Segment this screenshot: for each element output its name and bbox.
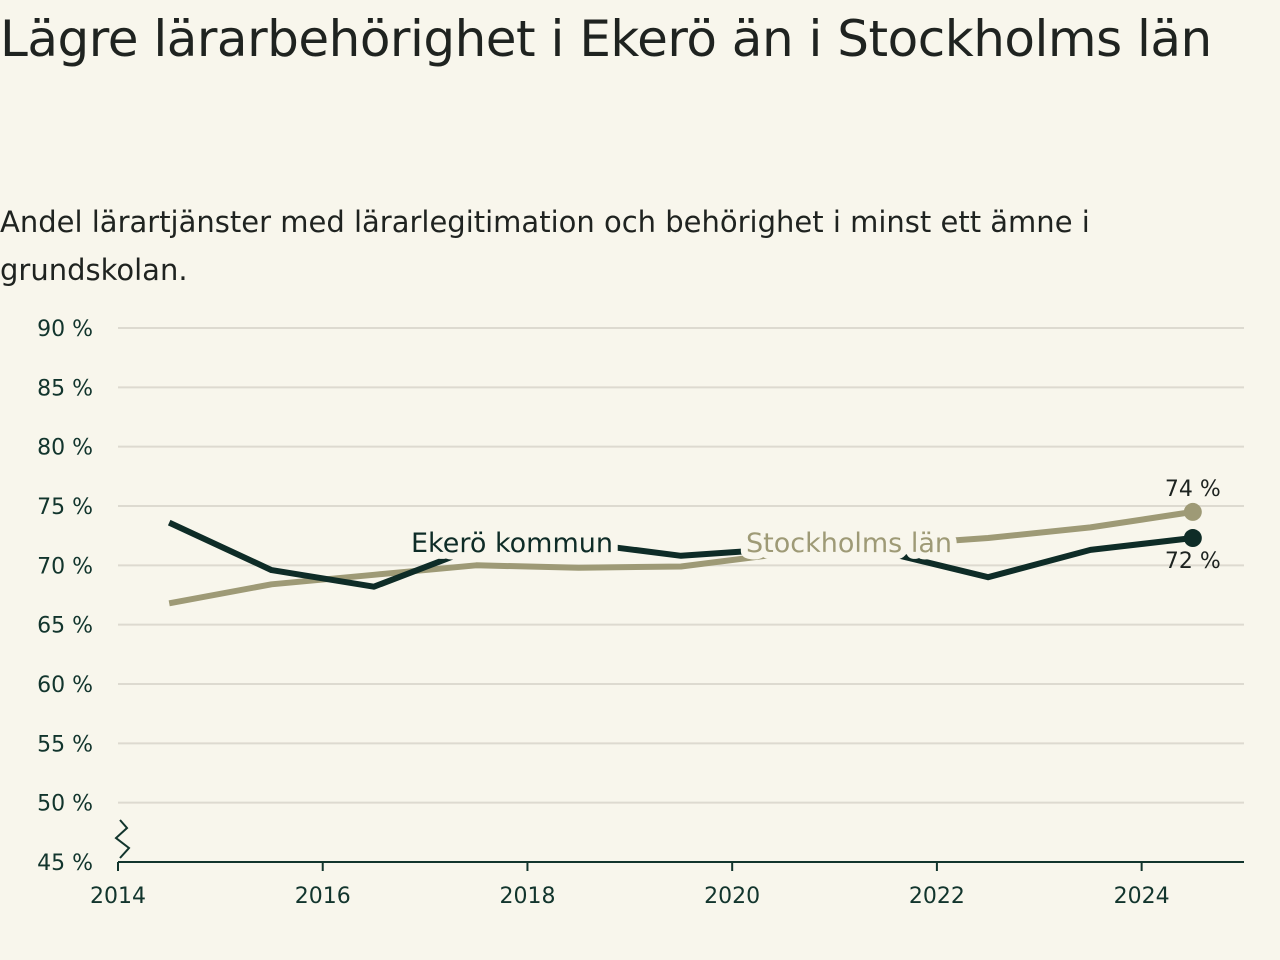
y-tick-label: 55 % (37, 732, 93, 757)
y-tick-label: 80 % (37, 436, 93, 461)
end-label-ekero: 72 % (1165, 549, 1221, 574)
x-tick-label: 2018 (499, 884, 555, 909)
y-tick-label: 65 % (37, 614, 93, 639)
x-tick-label: 2024 (1114, 884, 1170, 909)
x-tick-label: 2020 (704, 884, 760, 909)
series-lines (167, 502, 1202, 607)
series-label-ekero: Ekerö kommun (411, 528, 613, 559)
end-dot-stockholm (1183, 502, 1202, 521)
y-tick-label: 85 % (37, 376, 93, 401)
chart-title: Lägre lärarbehörighet i Ekerö än i Stock… (0, 10, 1212, 68)
x-tick-label: 2022 (909, 884, 965, 909)
axis-break-icon (114, 819, 131, 859)
x-tick-label: 2014 (90, 884, 146, 909)
series-line-ekero (167, 519, 1194, 590)
end-dot-ekero (1183, 529, 1202, 548)
y-axis-ticks: 45 % 50 % 55 % 60 % 65 % 70 % 75 % 80 % 85 % 90 % (37, 317, 93, 876)
y-tick-label: 60 % (37, 673, 93, 698)
chart-subtitle: Andel lärartjänster med lärarlegitimatio… (0, 205, 1090, 287)
x-tick-label: 2016 (295, 884, 351, 909)
end-label-stockholm: 74 % (1165, 477, 1221, 502)
y-tick-label: 45 % (37, 851, 93, 876)
series-labels: Ekerö kommun Stockholms län 74 % 72 % (404, 477, 1221, 574)
series-line-stockholm (168, 508, 1194, 607)
y-tick-label: 70 % (37, 554, 93, 579)
y-tick-label: 50 % (37, 792, 93, 817)
series-label-stockholm: Stockholms län (746, 528, 952, 559)
y-tick-label: 75 % (37, 495, 93, 520)
x-axis-ticks: 2014 2016 2018 2020 2022 2024 (90, 819, 1244, 909)
y-tick-label: 90 % (37, 317, 93, 342)
